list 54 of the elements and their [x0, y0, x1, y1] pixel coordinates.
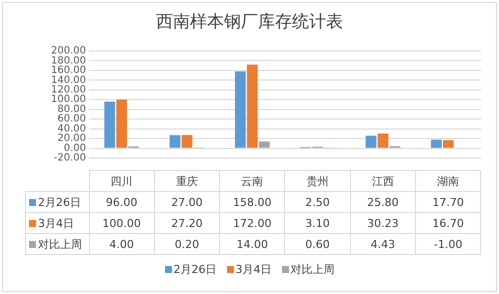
legend-label: 2月26日: [26, 192, 89, 212]
bar: [442, 140, 454, 148]
y-tick-label: 60.00: [57, 114, 86, 125]
x-tick-label: 江西: [350, 170, 416, 192]
x-tick-label: 贵州: [284, 170, 350, 192]
data-label: 25.80: [350, 192, 416, 212]
data-label: 14.00: [220, 234, 285, 254]
x-tick-label: 湖南: [415, 170, 481, 192]
data-label: 0.60: [284, 234, 350, 254]
y-tick-label: 120.00: [51, 84, 86, 96]
bar: [378, 134, 388, 148]
y-tick-label: 140.00: [51, 74, 86, 86]
y-tick-label: -20.00: [54, 152, 86, 164]
bar: [182, 135, 192, 148]
data-label: 96.00: [89, 192, 154, 212]
y-tick-label: 180.00: [51, 55, 86, 66]
data-label: 158.00: [220, 192, 285, 212]
y-tick-label: 100.00: [51, 94, 86, 106]
bar: [116, 100, 128, 148]
y-tick-label: 80.00: [57, 104, 86, 115]
legend-label: 3月4日: [26, 212, 89, 234]
x-tick-label: 重庆: [154, 170, 220, 192]
data-label: 27.00: [154, 192, 220, 212]
y-tick-label: 200.00: [51, 46, 86, 57]
bar: [104, 102, 116, 148]
data-label: 3.10: [284, 212, 350, 234]
text: 3月4日: [236, 263, 272, 276]
data-label: 100.00: [89, 212, 154, 234]
data-label: 30.23: [350, 212, 416, 234]
text: 对比上周: [290, 263, 334, 276]
bar: [234, 71, 246, 148]
bar: [430, 140, 442, 148]
y-tick-label: 20.00: [57, 133, 86, 144]
legend-label: 对比上周: [26, 234, 89, 254]
bar: [246, 64, 258, 148]
y-tick-label: 160.00: [51, 65, 86, 76]
bar: [170, 135, 180, 148]
data-label: 4.00: [89, 234, 154, 254]
x-tick-label: 四川: [89, 170, 154, 192]
text: 2月26日: [174, 263, 216, 276]
bar: [258, 141, 270, 148]
data-label: 16.70: [415, 212, 481, 234]
bar: [366, 136, 376, 148]
data-label: -1.00: [415, 234, 481, 254]
data-label: 4.43: [350, 234, 416, 254]
y-tick-label: 0.00: [64, 142, 86, 154]
y-tick-label: 40.00: [57, 123, 86, 134]
x-tick-label: 云南: [220, 170, 285, 192]
data-label: 27.20: [154, 212, 220, 234]
data-label: 2.50: [284, 192, 350, 212]
data-label: 172.00: [220, 212, 285, 234]
data-label: 17.70: [415, 192, 481, 212]
chart-title: 西南样本钢厂库存统计表: [155, 11, 344, 33]
data-label: 0.20: [154, 234, 220, 254]
